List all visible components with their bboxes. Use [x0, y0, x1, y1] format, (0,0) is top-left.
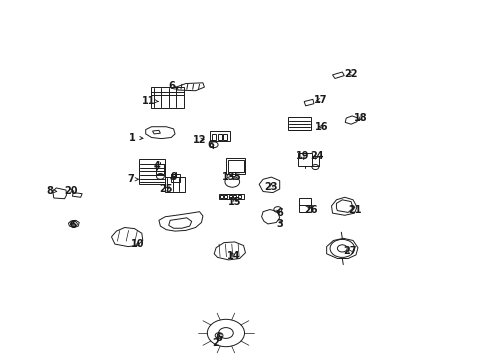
Bar	[298, 153, 311, 166]
Bar	[210, 131, 229, 141]
Text: 23: 23	[264, 182, 278, 192]
Text: 20: 20	[64, 186, 78, 196]
Bar	[228, 195, 231, 198]
Text: 13: 13	[222, 172, 235, 182]
Text: 10: 10	[131, 239, 144, 249]
Text: 6: 6	[215, 333, 222, 343]
Text: 26: 26	[303, 204, 317, 215]
Text: 22: 22	[344, 69, 357, 79]
Text: 24: 24	[309, 150, 323, 161]
Bar	[311, 156, 319, 166]
Text: 27: 27	[342, 246, 356, 256]
Bar	[233, 195, 236, 198]
Text: 1: 1	[128, 132, 142, 143]
Bar	[165, 177, 184, 192]
Text: 4: 4	[154, 161, 161, 171]
Text: 8: 8	[46, 186, 57, 196]
Text: 18: 18	[353, 113, 367, 123]
Text: 19: 19	[295, 150, 308, 161]
Text: 7: 7	[127, 174, 138, 184]
Polygon shape	[168, 218, 191, 228]
Bar	[223, 134, 227, 140]
Bar	[150, 87, 183, 108]
Text: 2: 2	[211, 336, 222, 348]
Text: 9: 9	[170, 172, 177, 182]
Bar	[227, 160, 243, 172]
Polygon shape	[336, 200, 352, 212]
Bar	[211, 134, 215, 140]
Text: 21: 21	[347, 204, 361, 215]
Bar	[219, 194, 243, 199]
Text: 15: 15	[227, 197, 241, 207]
Bar	[139, 159, 164, 184]
Bar	[171, 174, 180, 182]
Bar	[217, 134, 221, 140]
Bar	[224, 195, 227, 198]
Text: 5: 5	[233, 172, 240, 182]
Bar	[287, 117, 310, 130]
Text: 12: 12	[192, 135, 206, 145]
Bar	[225, 158, 245, 174]
Text: 16: 16	[314, 122, 328, 132]
Text: 6: 6	[207, 140, 214, 150]
Bar	[299, 198, 311, 212]
Text: 6: 6	[276, 208, 283, 218]
Bar	[220, 195, 223, 198]
Text: 17: 17	[313, 95, 326, 105]
Text: 3: 3	[276, 219, 283, 229]
Text: 6: 6	[69, 220, 76, 230]
Text: 11: 11	[142, 96, 159, 106]
Bar	[156, 164, 164, 174]
Text: 6: 6	[168, 81, 178, 91]
Bar	[237, 195, 240, 198]
Text: 14: 14	[226, 251, 240, 261]
Text: 25: 25	[159, 184, 173, 194]
